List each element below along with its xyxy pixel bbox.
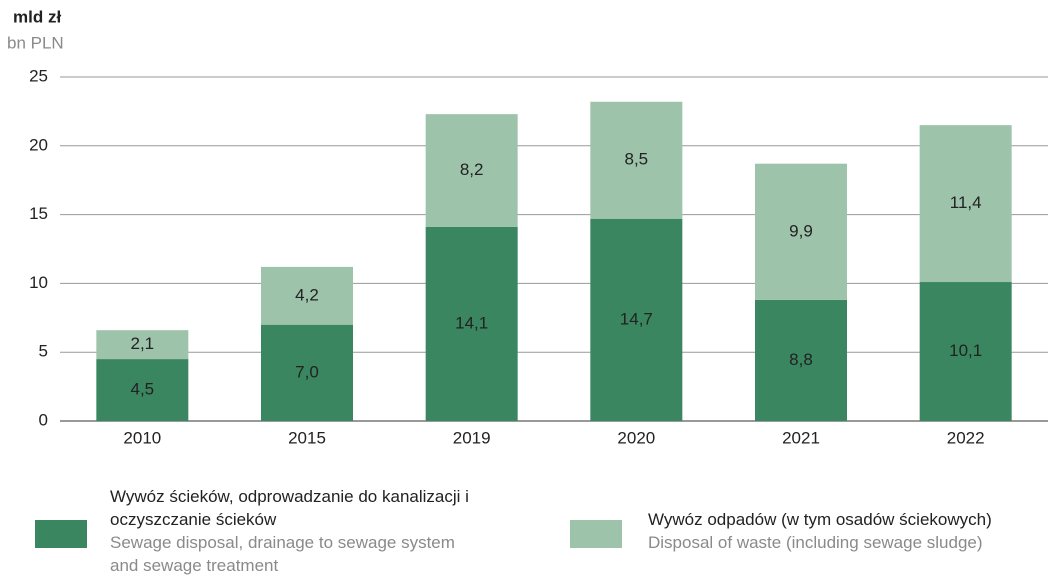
value-label: 8,8 [789, 350, 813, 369]
value-label: 8,2 [460, 160, 484, 179]
x-tick-label: 2015 [288, 428, 326, 447]
bar-segment [425, 226, 518, 421]
legend-swatch [35, 520, 87, 548]
bar-segment [590, 218, 683, 421]
bar-segment [425, 114, 518, 227]
legend-label-en: Disposal of waste (including sewage slud… [648, 533, 983, 552]
y-axis-label: mld zł [13, 7, 61, 26]
value-label: 9,9 [789, 221, 813, 240]
legend-label: Wywóz odpadów (w tym osadów ściekowych) [648, 510, 992, 529]
bar-segment [261, 324, 353, 421]
legend-label: Wywóz ścieków, odprowadzanie do kanaliza… [110, 487, 469, 529]
x-tick-label: 2020 [617, 428, 655, 447]
y-tick-label: 10 [29, 273, 48, 292]
y-tick-label: 25 [29, 66, 48, 85]
bar-segment [919, 125, 1012, 283]
value-label: 14,1 [455, 313, 488, 332]
bar-segment [96, 359, 189, 421]
bar-segment [755, 163, 847, 300]
x-tick-label: 2021 [782, 428, 820, 447]
x-tick-label: 2022 [947, 428, 985, 447]
value-label: 4,2 [295, 285, 319, 304]
y-tick-label: 15 [29, 204, 48, 223]
y-tick-label: 20 [29, 135, 48, 154]
bar-segment [96, 330, 189, 360]
value-label: 10,1 [949, 341, 982, 360]
y-tick-label: 5 [39, 342, 48, 361]
x-tick-label: 2019 [453, 428, 491, 447]
plot: mld zł bn PLN 0 5 10 15 20 25 2010 4,5 2,1 2015 7,… [7, 7, 1048, 447]
legend-label-en: Sewage disposal, drainage to sewage syst… [110, 533, 455, 575]
bar-segment [755, 299, 847, 421]
bar-segment [590, 101, 683, 219]
value-label: 11,4 [950, 193, 982, 212]
value-label: 2,1 [131, 334, 155, 353]
value-label: 4,5 [131, 380, 155, 399]
legend-swatch [570, 520, 622, 548]
value-label: 8,5 [625, 150, 649, 169]
y-axis-label-en: bn PLN [7, 33, 64, 52]
bar-segment [261, 266, 353, 325]
value-label: 14,7 [620, 309, 653, 328]
y-tick-label: 0 [39, 410, 48, 429]
bar-segment [919, 282, 1012, 421]
value-label: 7,0 [295, 362, 319, 381]
x-tick-label: 2010 [123, 428, 161, 447]
